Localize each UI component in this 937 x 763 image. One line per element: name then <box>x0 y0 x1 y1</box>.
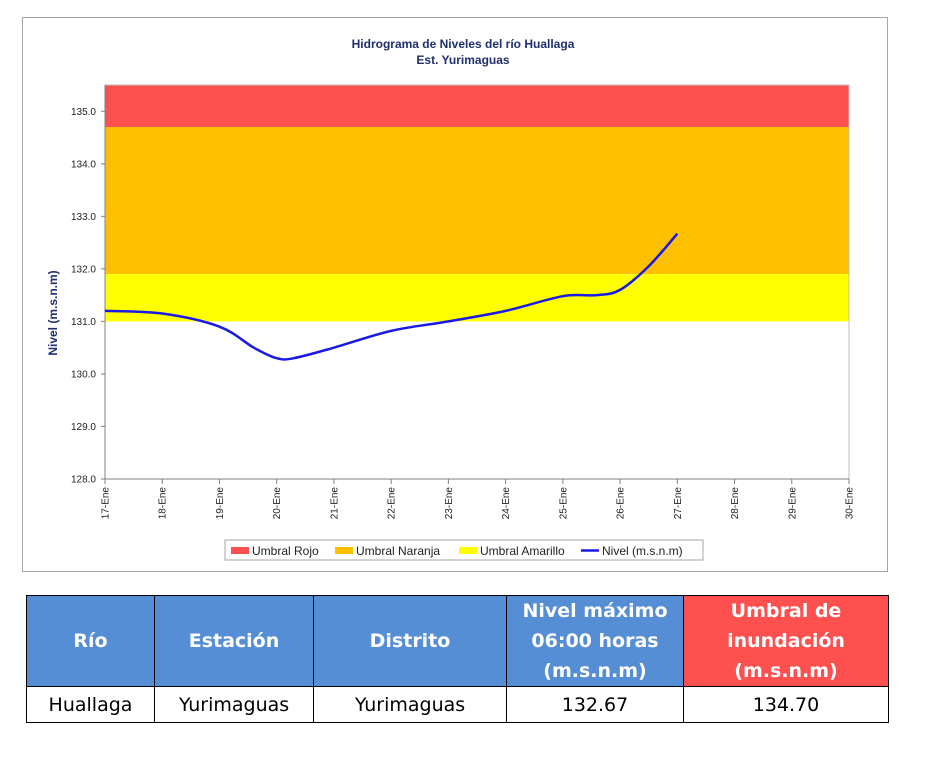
cell-estacion: Yurimaguas <box>154 686 314 723</box>
threshold-bands <box>105 85 849 322</box>
cell-nivel-maximo: 132.67 <box>506 686 684 723</box>
table-header-row: Río Estación Distrito Nivel máximo 06:00… <box>26 595 889 687</box>
header-distrito: Distrito <box>313 595 507 687</box>
series-lines <box>104 232 679 361</box>
y-tick-label-4: 132.0 <box>71 264 96 275</box>
y-tick-label-0: 128.0 <box>71 475 96 486</box>
header-nivel-maximo: Nivel máximo 06:00 horas (m.s.n.m) <box>506 595 684 687</box>
y-tick-label-3: 131.0 <box>71 317 96 328</box>
header-estacion: Estación <box>154 595 314 687</box>
station-table: Río Estación Distrito Nivel máximo 06:00… <box>26 595 889 723</box>
y-tick-label-6: 134.0 <box>71 159 96 170</box>
x-tick-label-12: 29-Ene <box>787 487 798 520</box>
x-tick-label-2: 19-Ene <box>215 487 226 520</box>
chart-axes <box>101 84 850 484</box>
cell-umbral-inundacion: 134.70 <box>683 686 889 723</box>
x-tick-label-5: 22-Ene <box>387 487 398 520</box>
x-tick-label-1: 18-Ene <box>158 487 169 520</box>
chart-subtitle: Est. Yurimaguas <box>416 53 509 67</box>
x-tick-label-8: 25-Ene <box>558 487 569 520</box>
series-line-nivel <box>104 232 679 361</box>
chart-title: Hidrograma de Niveles del río Huallaga <box>352 37 575 51</box>
cell-distrito: Yurimaguas <box>313 686 507 723</box>
x-tick-label-7: 24-Ene <box>501 487 512 520</box>
chart-legend: Umbral Rojo Umbral Naranja Umbral Amarillo… <box>224 539 704 561</box>
header-umbral-inundacion: Umbral de inundación (m.s.n.m) <box>683 595 889 687</box>
cell-rio: Huallaga <box>26 686 155 723</box>
y-tick-label-1: 129.0 <box>71 422 96 433</box>
hydrograph-chart: Hidrograma de Niveles del río Huallaga E… <box>22 17 888 572</box>
y-tick-label-2: 130.0 <box>71 369 96 380</box>
x-tick-label-13: 30-Ene <box>845 487 856 520</box>
legend-swatch-2 <box>459 547 477 554</box>
legend-swatch-0 <box>231 547 249 554</box>
legend-label-3: Nivel (m.s.n.m) <box>602 544 683 558</box>
x-tick-label-6: 23-Ene <box>444 487 455 520</box>
header-rio: Río <box>26 595 155 687</box>
x-tick-label-3: 20-Ene <box>272 487 283 520</box>
table-row: Huallaga Yurimaguas Yurimaguas 132.67 13… <box>26 686 889 723</box>
threshold-band-0 <box>105 85 849 128</box>
y-axis-title: Nivel (m.s.n.m) <box>46 270 60 355</box>
legend-swatch-1 <box>335 547 353 554</box>
x-tick-label-9: 26-Ene <box>616 487 627 520</box>
threshold-band-1 <box>105 127 849 275</box>
y-tick-label-5: 133.0 <box>71 212 96 223</box>
legend-label-2: Umbral Amarillo <box>480 544 565 558</box>
legend-label-0: Umbral Rojo <box>252 544 319 558</box>
x-tick-label-11: 28-Ene <box>730 487 741 520</box>
x-tick-label-10: 27-Ene <box>673 487 684 520</box>
x-tick-labels: 17-Ene 18-Ene 19-Ene 20-Ene 21-Ene 22-Ene 23-E… <box>101 487 856 520</box>
y-tick-label-7: 135.0 <box>71 107 96 118</box>
chart-canvas: Hidrograma de Niveles del río Huallaga E… <box>46 37 856 561</box>
threshold-band-2 <box>105 274 849 322</box>
x-tick-label-0: 17-Ene <box>101 487 112 520</box>
legend-label-1: Umbral Naranja <box>356 544 440 558</box>
y-tick-labels: 128.0 129.0 130.0 131.0 132.0 133.0 134.0 135.0 <box>71 107 96 486</box>
x-tick-label-4: 21-Ene <box>329 487 340 520</box>
